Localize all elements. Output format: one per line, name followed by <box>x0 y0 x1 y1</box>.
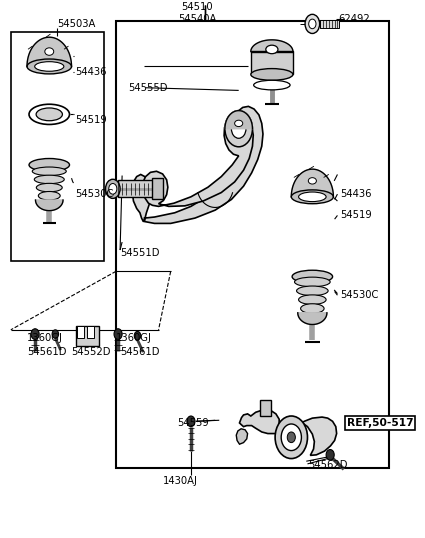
Bar <box>251 51 293 74</box>
Ellipse shape <box>295 277 330 287</box>
Text: 54530C: 54530C <box>76 189 114 199</box>
Text: 54436: 54436 <box>341 189 372 199</box>
Ellipse shape <box>34 175 64 183</box>
Ellipse shape <box>254 80 290 90</box>
Text: 1360GJ: 1360GJ <box>116 333 152 343</box>
Text: 54559: 54559 <box>177 418 209 428</box>
Circle shape <box>105 179 120 199</box>
Circle shape <box>326 450 334 460</box>
Circle shape <box>109 183 117 194</box>
Text: 54510
54540A: 54510 54540A <box>178 3 216 24</box>
Circle shape <box>225 111 252 147</box>
Circle shape <box>231 123 248 145</box>
Polygon shape <box>291 169 333 197</box>
Text: 54519: 54519 <box>341 210 372 221</box>
Ellipse shape <box>266 45 278 54</box>
Bar <box>320 20 339 28</box>
Bar <box>116 21 389 468</box>
Text: 54530C: 54530C <box>341 290 379 300</box>
Ellipse shape <box>36 183 62 192</box>
Text: 54552D: 54552D <box>71 347 111 357</box>
Bar <box>76 325 99 346</box>
Circle shape <box>231 119 246 138</box>
Circle shape <box>281 424 301 451</box>
Ellipse shape <box>300 304 324 313</box>
Ellipse shape <box>45 48 54 55</box>
Circle shape <box>134 331 141 340</box>
Ellipse shape <box>299 192 326 202</box>
Circle shape <box>31 329 39 339</box>
Circle shape <box>52 330 59 338</box>
Ellipse shape <box>297 286 328 295</box>
Text: 54561D: 54561D <box>27 347 66 357</box>
Text: 54562D: 54562D <box>308 461 348 471</box>
Circle shape <box>187 416 195 427</box>
Polygon shape <box>141 114 253 207</box>
Polygon shape <box>225 111 252 129</box>
Bar <box>153 178 163 200</box>
Circle shape <box>305 15 320 33</box>
Text: 62492: 62492 <box>339 13 371 24</box>
Polygon shape <box>251 40 293 52</box>
Circle shape <box>287 432 295 443</box>
Text: 54551D: 54551D <box>120 247 160 258</box>
Text: REF,50-517: REF,50-517 <box>347 418 414 428</box>
Circle shape <box>114 329 122 339</box>
Polygon shape <box>298 313 327 324</box>
Ellipse shape <box>308 178 316 184</box>
Text: 1360GJ: 1360GJ <box>27 333 63 343</box>
Bar <box>87 325 94 338</box>
Ellipse shape <box>29 159 70 171</box>
Polygon shape <box>27 37 71 67</box>
Ellipse shape <box>29 104 70 124</box>
Bar <box>77 325 84 338</box>
Bar <box>11 32 104 260</box>
Ellipse shape <box>27 59 71 74</box>
Bar <box>260 400 271 416</box>
Text: 54436: 54436 <box>76 67 107 77</box>
Ellipse shape <box>299 295 326 305</box>
Text: 54519: 54519 <box>76 115 108 125</box>
Ellipse shape <box>35 62 64 71</box>
Circle shape <box>235 129 244 139</box>
Bar <box>118 180 155 197</box>
Polygon shape <box>132 107 263 223</box>
Ellipse shape <box>36 108 62 121</box>
Polygon shape <box>36 200 63 211</box>
Text: 54561D: 54561D <box>120 347 160 357</box>
Circle shape <box>309 19 316 29</box>
Ellipse shape <box>292 270 333 283</box>
Text: 1430AJ: 1430AJ <box>163 477 198 486</box>
Polygon shape <box>240 409 337 455</box>
Ellipse shape <box>291 190 333 204</box>
Ellipse shape <box>235 120 243 126</box>
Ellipse shape <box>38 192 60 200</box>
Circle shape <box>275 416 308 458</box>
Ellipse shape <box>251 68 293 80</box>
Ellipse shape <box>32 167 66 175</box>
Polygon shape <box>236 429 248 444</box>
Text: 54503A: 54503A <box>57 19 96 29</box>
Text: 54555D: 54555D <box>128 83 168 93</box>
